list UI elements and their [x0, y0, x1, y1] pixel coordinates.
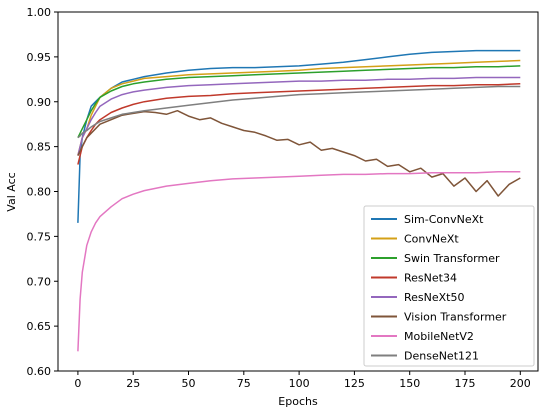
legend-label-resnext50: ResNeXt50: [404, 291, 465, 304]
legend-label-convnext: ConvNeXt: [404, 233, 459, 246]
legend-items: Sim-ConvNeXt ConvNeXt Swin Transformer ResN…: [371, 213, 507, 363]
y-tick-label: 0.60: [27, 365, 52, 378]
series-line-resnext50: [77, 76, 521, 156]
legend-label-swin-transformer: Swin Transformer: [404, 252, 500, 265]
series-group: [77, 49, 521, 352]
y-tick-label: 1.00: [27, 6, 52, 19]
legend-box: [363, 205, 535, 367]
series-line-swin-transformer: [77, 65, 521, 139]
legend-label-vision-transformer: Vision Transformer: [404, 311, 507, 324]
y-tick-label: 0.95: [27, 51, 52, 64]
x-tick-label: 0: [74, 377, 81, 390]
series-line-mobilenetv2: [77, 171, 521, 352]
plot-area: [57, 11, 539, 372]
series-line-sim-convnext: [77, 49, 521, 223]
legend-label-sim-convnext: Sim-ConvNeXt: [404, 213, 484, 226]
y-tick-label: 0.80: [27, 186, 52, 199]
x-axis-label: Epochs: [278, 395, 318, 408]
x-tick-label: 100: [289, 377, 310, 390]
x-tick-label: 75: [237, 377, 251, 390]
legend-label-mobilenetv2: MobileNetV2: [404, 330, 474, 343]
legend-label-densenet121: DenseNet121: [404, 350, 479, 363]
x-tick-label: 25: [126, 377, 140, 390]
series-line-densenet121: [77, 85, 521, 139]
legend: Sim-ConvNeXt ConvNeXt Swin Transformer ResN…: [363, 205, 535, 367]
y-tick-label: 0.65: [27, 320, 52, 333]
x-tick-label: 125: [344, 377, 365, 390]
series-line-resnet34: [77, 83, 521, 165]
y-tick-label: 0.75: [27, 230, 52, 243]
x-tick-label: 200: [510, 377, 531, 390]
x-tick-label: 175: [455, 377, 476, 390]
y-tick-label: 0.90: [27, 96, 52, 109]
x-axis-ticks: 0 25 50 75 100 125 150 175 200: [74, 371, 531, 390]
legend-label-resnet34: ResNet34: [404, 272, 457, 285]
series-line-convnext: [77, 59, 521, 156]
x-tick-label: 150: [399, 377, 420, 390]
x-tick-label: 50: [182, 377, 196, 390]
y-tick-label: 0.85: [27, 141, 52, 154]
y-tick-label: 0.70: [27, 275, 52, 288]
y-axis-ticks: 0.60 0.65 0.70 0.75 0.80 0.85 0.90 0.95 1.00: [27, 6, 58, 378]
y-axis-label: Val Acc: [5, 172, 18, 211]
series-line-vision-transformer: [77, 109, 521, 197]
